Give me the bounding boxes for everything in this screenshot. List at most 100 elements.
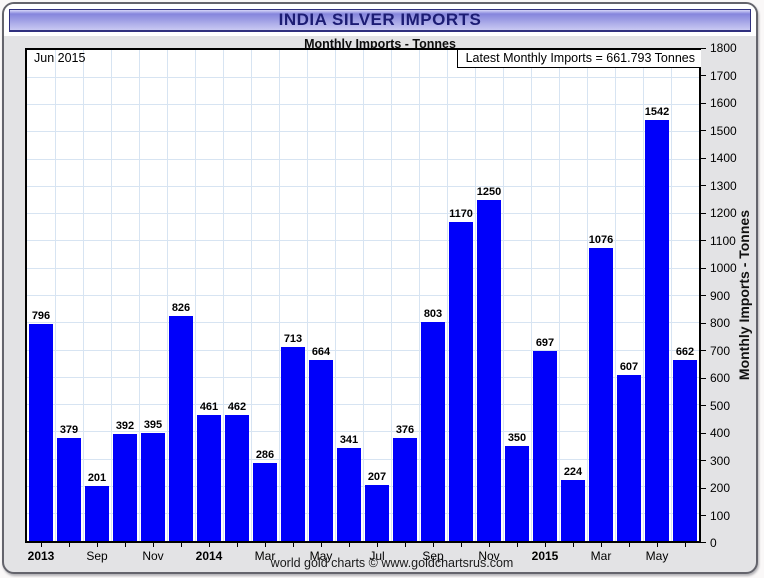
x-tick [293, 543, 294, 547]
bar [253, 463, 277, 541]
y-tick [701, 130, 706, 131]
y-tick-label: 1700 [710, 68, 737, 83]
y-tick [701, 157, 706, 159]
v-gridline [558, 50, 560, 541]
v-gridline [166, 50, 168, 541]
y-tick [701, 267, 706, 269]
date-annotation: Jun 2015 [34, 51, 86, 65]
y-tick-label: 100 [710, 508, 731, 523]
v-gridline [222, 50, 224, 541]
bar [449, 221, 473, 541]
y-tick-label: 500 [710, 398, 731, 413]
bar-value-label: 662 [675, 346, 695, 359]
y-tick-label: 1600 [710, 96, 737, 110]
x-tick [97, 543, 98, 547]
bar-value-label: 826 [171, 301, 191, 314]
bar [337, 447, 361, 541]
x-tick [657, 543, 658, 547]
y-tick [701, 295, 706, 296]
x-tick [69, 543, 70, 547]
chart-subtitle: Monthly Imports - Tonnes [304, 37, 456, 51]
v-gridline [418, 50, 420, 541]
x-tick [321, 543, 322, 547]
v-gridline [110, 50, 112, 541]
x-tick [41, 543, 42, 547]
x-tick [125, 543, 126, 547]
bar-value-label: 697 [535, 336, 555, 349]
bar-value-label: 286 [255, 449, 275, 461]
bar-value-label: 462 [227, 400, 247, 413]
y-tick-label: 1000 [710, 261, 737, 275]
bar-value-label: 713 [283, 332, 303, 345]
x-tick-label: Sep [86, 549, 108, 563]
bar [197, 415, 221, 541]
bar [477, 200, 501, 541]
x-tick-label: May [309, 549, 333, 563]
x-tick-label: Mar [254, 549, 276, 563]
x-tick-label: Jul [369, 549, 385, 563]
x-tick [489, 543, 490, 547]
y-tick-label: 700 [710, 343, 731, 358]
y-tick-label: 1500 [710, 123, 737, 138]
bar-value-label: 392 [115, 420, 135, 433]
y-tick [701, 432, 706, 434]
x-tick [629, 543, 630, 547]
bar [617, 375, 641, 541]
bar [57, 437, 81, 541]
bar [533, 350, 557, 541]
x-tick [153, 543, 154, 547]
v-gridline [390, 50, 392, 541]
v-gridline [278, 50, 280, 541]
x-tick [461, 543, 462, 547]
bar-value-label: 1170 [449, 207, 473, 220]
bar-value-label: 395 [143, 419, 163, 432]
v-gridline [614, 50, 616, 541]
v-gridline [138, 50, 140, 541]
bar [561, 479, 585, 541]
y-tick-label: 1800 [710, 41, 737, 55]
y-tick-label: 1400 [710, 151, 737, 165]
v-gridline [670, 50, 672, 541]
bar-value-label: 350 [507, 431, 527, 444]
bar-value-label: 607 [619, 361, 639, 374]
bar [365, 484, 389, 541]
y-tick [701, 377, 706, 379]
y-tick [701, 102, 706, 104]
bar-value-label: 1250 [476, 186, 502, 199]
bar [589, 247, 613, 541]
y-tick-label: 600 [710, 371, 731, 385]
y-tick [701, 322, 706, 324]
v-gridline [530, 50, 532, 541]
y-tick [701, 185, 706, 186]
x-tick [545, 543, 546, 547]
x-tick [265, 543, 266, 547]
bar [169, 315, 193, 541]
x-tick [573, 543, 574, 547]
bar [141, 433, 165, 541]
bar-value-label: 1542 [644, 106, 670, 119]
y-tick-label: 800 [710, 316, 731, 330]
bar-value-label: 1076 [588, 233, 614, 246]
bar-value-label: 796 [31, 309, 51, 322]
bar-value-label: 461 [199, 401, 219, 414]
bar [309, 359, 333, 541]
x-tick-label: 2013 [27, 549, 55, 563]
v-gridline [194, 50, 196, 541]
x-tick-label: 2014 [195, 549, 223, 563]
title-strip: INDIA SILVER IMPORTS [4, 4, 756, 36]
y-tick [701, 212, 706, 214]
x-tick [237, 543, 238, 547]
y-tick [701, 48, 706, 49]
x-tick [685, 543, 686, 547]
y-tick [701, 515, 706, 516]
y-tick-label: 200 [710, 481, 731, 495]
bar [421, 321, 445, 541]
bar-value-label: 207 [367, 470, 387, 483]
v-gridline [54, 50, 56, 541]
x-tick [181, 543, 182, 547]
v-gridline [586, 50, 588, 541]
x-tick-label: Nov [142, 549, 164, 563]
y-tick-label: 1300 [710, 178, 737, 193]
y-tick [701, 487, 706, 489]
